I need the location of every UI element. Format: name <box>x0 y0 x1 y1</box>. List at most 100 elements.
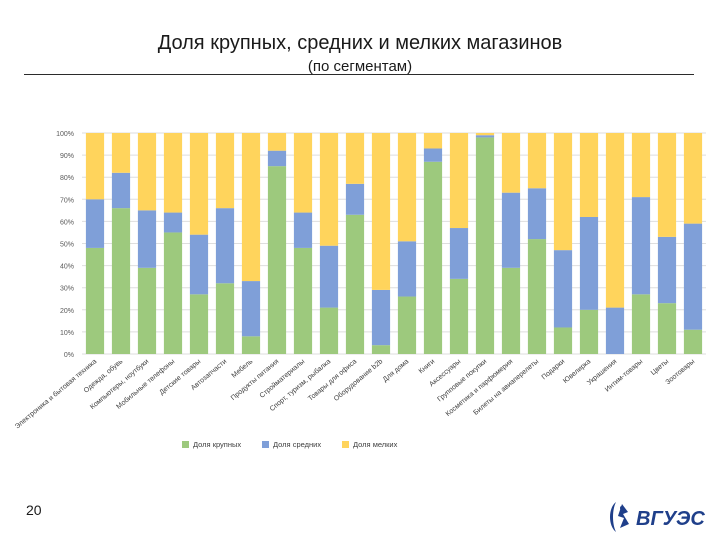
bar-segment <box>371 133 391 290</box>
bar-segment <box>553 327 573 354</box>
x-tick-label: Продукты питания <box>230 358 281 402</box>
bar-segment <box>371 289 391 346</box>
bar-segment <box>215 208 235 284</box>
y-tick-label: 10% <box>60 330 74 337</box>
bar-segment <box>137 267 157 354</box>
logo-text: ВГУЭС <box>636 508 705 530</box>
page-number: 20 <box>26 502 42 518</box>
bar-segment <box>423 161 443 354</box>
bar-segment <box>241 281 261 337</box>
bar-segment <box>319 133 339 246</box>
stacked-bar-chart: 0% 10% 20% 30% 40% 50% 60% 70% 80% 90% 100% Электр… <box>13 131 706 449</box>
bar-segment <box>657 236 677 304</box>
bar-segment <box>345 133 365 184</box>
bar-segment <box>553 250 573 328</box>
bar-segment <box>111 208 131 354</box>
bar-segment <box>293 133 313 213</box>
bar-segment <box>501 192 521 268</box>
bar-segment <box>241 336 261 354</box>
bar-segment <box>319 307 339 354</box>
bar-segment <box>189 133 209 235</box>
bar-segment <box>215 283 235 354</box>
bar-segment <box>631 197 651 295</box>
bar-segment <box>527 133 547 189</box>
y-tick-label: 90% <box>60 153 74 160</box>
logo-emblem-icon <box>610 502 629 532</box>
bar-segment <box>85 247 105 354</box>
bar-segment <box>475 137 495 354</box>
bar-segment <box>449 278 469 354</box>
x-tick-label: Оборудование b2b <box>332 357 384 403</box>
bar-segment <box>397 241 417 297</box>
x-tick-label: Цветы <box>650 358 670 377</box>
bar-segment <box>345 183 365 215</box>
bar-segment <box>423 148 443 162</box>
bar-segment <box>605 133 625 308</box>
bar-segment <box>657 133 677 237</box>
x-tick-label: Товары для офиса <box>307 358 358 403</box>
bar-segment <box>163 232 183 354</box>
x-tick-label: Для дома <box>382 358 411 384</box>
legend-swatch <box>342 441 349 448</box>
bar-segment <box>189 234 209 295</box>
bar-segment <box>449 133 469 229</box>
bar-segment <box>683 133 703 224</box>
legend-label: Доля мелких <box>353 440 398 449</box>
bar-segment <box>579 216 599 310</box>
legend-label: Доля крупных <box>193 440 241 449</box>
bar-segment <box>605 307 625 354</box>
bar-segment <box>267 166 287 354</box>
bar-segment <box>111 172 131 209</box>
y-tick-label: 40% <box>60 264 74 271</box>
slide-subtitle: (по сегментам) <box>307 58 413 75</box>
bar-segment <box>423 133 443 149</box>
x-tick-label: Стройматериалы <box>258 357 306 399</box>
bar-segment <box>293 247 313 354</box>
y-tick-label: 50% <box>60 242 74 249</box>
y-tick-label: 30% <box>60 286 74 293</box>
university-logo: ВГУЭС <box>610 502 705 532</box>
x-tick-label: Групповые покупки <box>436 358 488 403</box>
bar-segment <box>241 133 261 282</box>
y-tick-label: 0% <box>64 352 74 359</box>
legend-label: Доля средних <box>273 440 321 449</box>
x-tick-label: Книги <box>418 358 437 375</box>
bar-segment <box>293 212 313 248</box>
bar-segment <box>397 133 417 242</box>
bar-segment <box>137 133 157 211</box>
bar-segment <box>579 309 599 354</box>
bar-segment <box>527 239 547 354</box>
title-divider <box>24 74 694 75</box>
bar-segment <box>475 135 495 138</box>
bar-segment <box>137 210 157 268</box>
bar-segment <box>85 133 105 200</box>
slide-title: Доля крупных, средних и мелких магазинов <box>157 32 563 54</box>
x-tick-label: Зоотовары <box>665 358 697 386</box>
bar-segment <box>189 294 209 354</box>
bar-segment <box>215 133 235 209</box>
bar-segment <box>501 267 521 354</box>
y-tick-label: 20% <box>60 308 74 315</box>
legend: Доля крупных Доля средних Доля мелких <box>182 440 398 449</box>
bar-segment <box>397 296 417 354</box>
bar-segment <box>449 228 469 279</box>
bar-segment <box>501 133 521 193</box>
bar-segment <box>85 199 105 248</box>
bar-segment <box>631 133 651 198</box>
bar-segment <box>683 223 703 330</box>
bar-segment <box>657 303 677 354</box>
bar-segment <box>111 133 131 173</box>
bar-segment <box>371 345 391 354</box>
x-tick-label: Подарки <box>541 358 567 381</box>
bar-segment <box>475 133 495 136</box>
bar-segment <box>527 188 547 240</box>
grid-lines <box>82 132 706 355</box>
bar-segment <box>267 150 287 167</box>
bar-segment <box>345 214 365 354</box>
y-tick-label: 100% <box>56 131 74 138</box>
y-tick-label: 80% <box>60 175 74 182</box>
legend-swatch <box>262 441 269 448</box>
bar-segment <box>163 133 183 213</box>
legend-swatch <box>182 441 189 448</box>
